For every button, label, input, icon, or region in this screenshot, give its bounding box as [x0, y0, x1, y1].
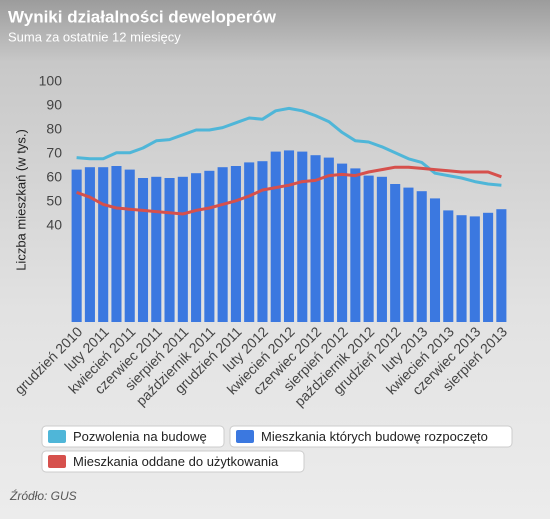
legend-item: Mieszkania oddane do użytkowania	[41, 450, 305, 473]
bar	[416, 191, 427, 322]
bar	[111, 166, 122, 322]
bar	[98, 167, 109, 322]
legend-swatch	[48, 430, 66, 443]
y-tick-label: 90	[46, 97, 62, 113]
legend-swatch	[236, 430, 254, 443]
bar	[323, 157, 334, 322]
bar	[297, 151, 308, 322]
y-tick-label: 50	[46, 193, 62, 209]
legend-label: Pozwolenia na budowę	[73, 429, 207, 444]
legend-label: Mieszkania których budowę rozpoczęto	[261, 429, 488, 444]
bar	[483, 212, 494, 322]
line	[76, 165, 502, 216]
bar	[443, 210, 454, 322]
bar	[376, 176, 387, 322]
y-axis-label: Liczba mieszkań (w tys.)	[13, 129, 28, 271]
bar	[151, 176, 162, 322]
bar	[84, 167, 95, 322]
y-tick-label: 40	[46, 217, 62, 233]
legend-label: Mieszkania oddane do użytkowania	[73, 454, 279, 469]
bar	[137, 178, 149, 322]
bar	[310, 155, 321, 322]
bar	[337, 163, 348, 322]
legend-box	[41, 450, 305, 473]
bar	[257, 161, 268, 322]
bar	[496, 209, 507, 322]
bar	[244, 162, 255, 322]
bar	[204, 170, 215, 322]
bar	[71, 169, 82, 322]
y-tick-label: 100	[39, 73, 63, 89]
legend-item: Mieszkania których budowę rozpoczęto	[229, 425, 513, 448]
y-tick-label: 70	[46, 145, 62, 161]
bar	[363, 175, 374, 322]
bar	[469, 216, 480, 322]
bar	[283, 150, 295, 322]
bar	[350, 168, 361, 322]
legend-box	[229, 425, 513, 448]
bar	[456, 215, 467, 322]
bar	[403, 187, 414, 322]
bar	[270, 151, 281, 322]
bar	[390, 184, 401, 322]
chart-title: Wyniki działalności deweloperów	[8, 7, 277, 26]
bar	[230, 166, 241, 322]
legend-item: Pozwolenia na budowę	[41, 425, 225, 448]
chart-subtitle: Suma za ostatnie 12 miesięcy	[8, 29, 181, 44]
bar	[191, 173, 202, 322]
legend-swatch	[48, 455, 66, 468]
source: Źródło: GUS	[9, 488, 77, 503]
bar	[429, 198, 441, 322]
bar	[177, 176, 188, 322]
y-tick-label: 80	[46, 121, 62, 137]
bar	[124, 169, 135, 322]
y-tick-label: 60	[46, 169, 62, 185]
legend-box	[41, 425, 225, 448]
bar	[164, 178, 175, 322]
bar	[217, 167, 228, 322]
